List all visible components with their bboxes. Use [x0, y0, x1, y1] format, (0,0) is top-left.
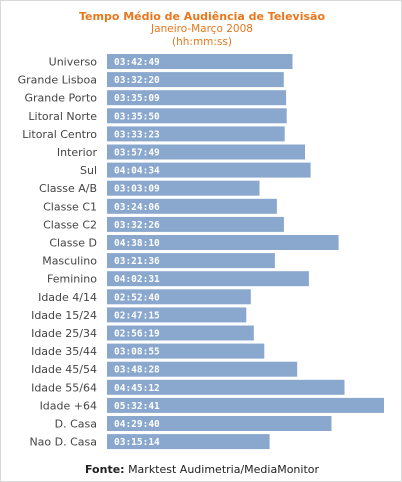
value-label: 04:38:10 [114, 238, 160, 249]
bar-nao-d-casa [107, 434, 270, 450]
bar-classe-d [107, 235, 339, 250]
bar-grande-porto [107, 90, 287, 106]
bar-idade-55-64 [107, 379, 345, 395]
value-label: 03:57:49 [114, 148, 160, 159]
value-label: 02:52:40 [114, 292, 160, 303]
category-label: Idade 4/14 [38, 291, 97, 304]
bar-masculino [107, 253, 275, 269]
value-label: 03:21:36 [114, 256, 160, 267]
category-label: Litoral Centro [22, 128, 97, 141]
category-label: Classe A/B [39, 182, 97, 195]
bar-idade-4-14 [107, 289, 251, 305]
category-label: Universo [49, 56, 98, 69]
bar-litoral-norte [107, 108, 287, 124]
category-label: Idade 55/64 [31, 381, 97, 394]
value-label: 03:35:09 [114, 93, 160, 104]
bar-feminino [107, 271, 309, 287]
value-label: 03:24:06 [114, 202, 160, 213]
category-label: Classe C2 [43, 218, 97, 231]
category-label: Nao D. Casa [29, 436, 97, 449]
category-label: Litoral Norte [28, 110, 97, 123]
category-label: Masculino [42, 255, 97, 268]
bar-idade-64 [107, 397, 384, 413]
category-label: Sul [80, 164, 97, 177]
category-label: Idade 45/54 [31, 363, 97, 376]
source-label: Fonte: [84, 463, 125, 476]
value-label: 03:35:50 [114, 111, 160, 122]
value-label: 05:32:41 [114, 401, 160, 412]
category-label: Feminino [47, 273, 97, 286]
bar-chart: Universo 03:42:49 Grande Lisboa 03:32:20 Gra… [18, 54, 384, 450]
value-label: 03:32:26 [114, 220, 160, 231]
source-text: Marktest Audimetria/MediaMonitor [128, 463, 320, 476]
category-label: Idade +64 [40, 399, 97, 412]
category-label: Classe D [49, 237, 97, 250]
category-label: Grande Lisboa [18, 74, 97, 87]
value-label: 03:33:23 [114, 129, 160, 140]
value-label: 04:02:31 [114, 274, 160, 285]
bar-classe-c2 [107, 216, 284, 232]
category-label: Idade 25/34 [31, 327, 97, 340]
bar-grande-lisboa [107, 72, 284, 88]
value-label: 02:47:15 [114, 310, 160, 321]
value-label: 03:08:55 [114, 347, 160, 358]
chart-period: Janeiro-Março 2008 [151, 23, 253, 35]
value-label: 03:42:49 [114, 57, 160, 68]
bar-idade-35-44 [107, 343, 265, 359]
bar-interior [107, 144, 305, 160]
value-label: 03:15:14 [114, 437, 160, 448]
category-label: Grande Porto [24, 92, 97, 105]
value-label: 03:48:28 [114, 365, 160, 376]
bar-universo [107, 54, 293, 69]
bar-classe-c1 [107, 198, 277, 214]
value-label: 02:56:19 [114, 329, 160, 340]
bar-idade-25-34 [107, 325, 254, 341]
value-label: 03:32:20 [114, 75, 160, 86]
bar-idade-15-24 [107, 307, 247, 323]
value-label: 04:04:34 [114, 166, 160, 177]
bar-sul [107, 162, 311, 178]
value-label: 04:29:40 [114, 419, 160, 430]
category-label: Idade 15/24 [31, 309, 97, 322]
source-footer: Fonte: Marktest Audimetria/MediaMonitor [1, 463, 402, 476]
category-label: Classe C1 [43, 200, 97, 213]
chart-title: Tempo Médio de Audiência de Televisão [78, 10, 326, 23]
bar-d-casa [107, 416, 332, 431]
bar-litoral-centro [107, 126, 285, 142]
bar-classe-a-b [107, 180, 260, 196]
category-label: Interior [57, 146, 98, 159]
category-label: D. Casa [55, 418, 97, 431]
value-label: 04:45:12 [114, 383, 160, 394]
bar-idade-45-54 [107, 361, 298, 377]
chart-unit: (hh:mm:ss) [172, 36, 232, 48]
category-label: Idade 35/44 [31, 345, 97, 358]
value-label: 03:03:09 [114, 184, 160, 195]
